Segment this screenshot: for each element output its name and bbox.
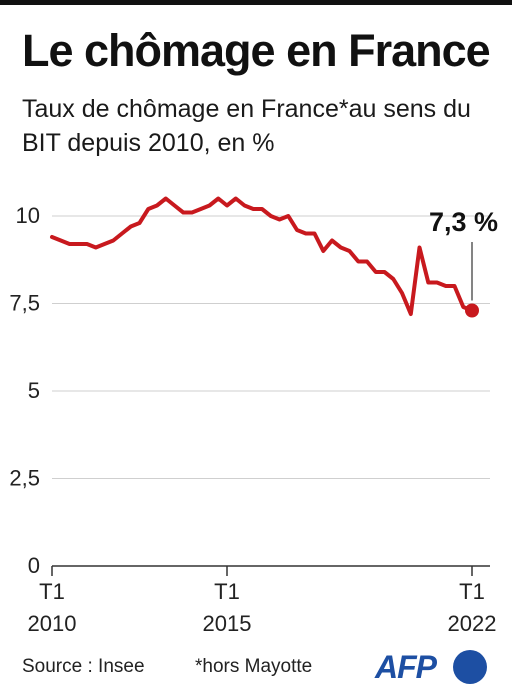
x-tick-year-label: 2015 bbox=[203, 611, 252, 636]
top-rule bbox=[0, 0, 512, 5]
x-tick-year-label: 2022 bbox=[448, 611, 497, 636]
afp-logo-dot bbox=[453, 650, 487, 684]
x-tick-quarter-label: T1 bbox=[214, 579, 240, 604]
footnote: *hors Mayotte bbox=[195, 656, 313, 677]
x-tick-quarter-label: T1 bbox=[39, 579, 65, 604]
chart-title: Le chômage en France bbox=[22, 25, 491, 76]
last-value-label: 7,3 % bbox=[429, 207, 498, 237]
y-tick-label: 0 bbox=[28, 553, 40, 578]
afp-logo-text: AFP bbox=[375, 649, 437, 685]
chart-subtitle: Taux de chômage en France*au sens du BIT… bbox=[22, 95, 471, 157]
unemployment-series-line bbox=[50, 196, 474, 316]
line-chart: 0 2,5 5 7,5 10 T1 2010 T1 2015 T1 2022 7,3 % bbox=[9, 196, 498, 636]
x-tick-year-label: 2010 bbox=[28, 611, 77, 636]
x-tick-quarter-label: T1 bbox=[459, 579, 485, 604]
source-note: Source : Insee bbox=[22, 656, 145, 677]
y-tick-label: 10 bbox=[16, 203, 40, 228]
last-value-point bbox=[465, 303, 479, 318]
y-tick-label: 7,5 bbox=[9, 291, 40, 316]
y-tick-label: 5 bbox=[28, 378, 40, 403]
y-tick-label: 2,5 bbox=[9, 466, 40, 491]
